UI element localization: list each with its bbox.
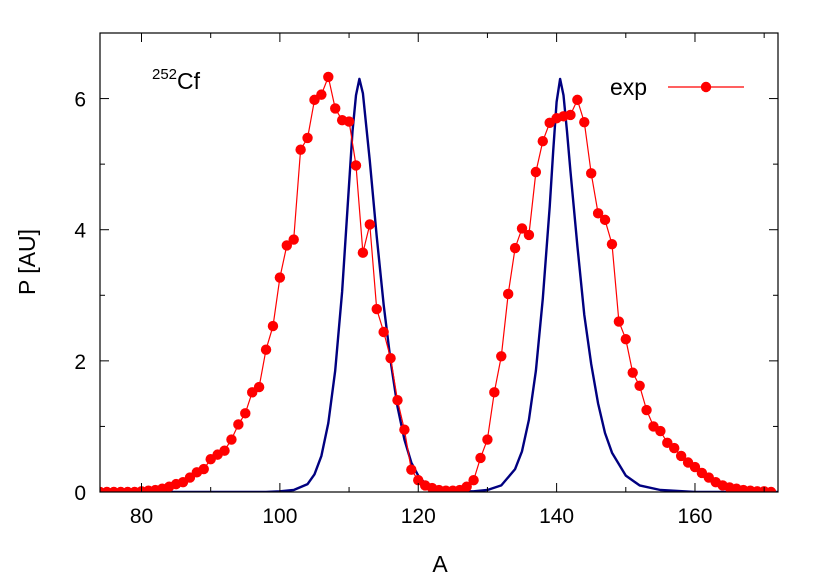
exp-point [537,135,548,147]
exp-point [620,334,631,345]
exp-point [516,223,528,234]
exp-point [198,463,209,475]
exp-point [357,247,369,258]
exp-point [274,272,286,283]
x-tick-label: 140 [539,505,574,528]
legend-label-exp: exp [610,74,647,100]
exp-point [378,326,389,338]
exp-point [233,419,244,430]
exp-point [592,208,604,219]
exp-point [627,367,638,378]
exp-point [330,103,341,114]
x-tick-label: 120 [401,505,436,528]
exp-point [343,116,355,127]
exp-point [461,481,472,492]
isotope-symbol: Cf [177,68,201,94]
ticks-layer: 80 100 120 140 160 0 2 4 6 [74,32,778,528]
exp-point [253,381,265,393]
exp-point [641,404,652,416]
series-line-2 [100,77,778,492]
x-axis-label: A [432,551,448,577]
exp-point [606,238,618,250]
y-tick-label: 0 [74,482,86,505]
exp-point [599,214,611,226]
isotope-mass-number: 252 [152,66,177,83]
exp-point [267,320,279,332]
exp-point [316,89,327,100]
exp-point [689,461,701,473]
exp-point [219,445,230,456]
x-tick-label: 80 [130,505,153,528]
exp-point [669,442,680,454]
exp-point [489,387,500,398]
exp-point [288,234,299,245]
exp-point [295,144,306,155]
y-axis-label: P [AU] [14,229,40,295]
exp-point [240,408,251,419]
exp-point [371,303,382,315]
exp-point [364,219,376,230]
exp-point [675,450,687,462]
x-tick-label: 100 [262,505,297,528]
series-layer [100,71,778,492]
series-line-exp [100,74,772,492]
exp-point [468,474,479,486]
exp-point [579,116,590,128]
exp-point [613,316,625,327]
exp-point [502,288,514,300]
legend: exp [610,74,744,100]
exp-point [586,168,597,179]
y-tick-label: 2 [74,351,86,374]
exp-point [323,71,334,83]
exp-point [482,434,493,445]
legend-swatch-marker [700,81,712,93]
exp-point [385,353,396,364]
exp-point [530,166,542,178]
exp-point [406,464,417,475]
exp-point [226,434,237,445]
exp-point [565,109,576,121]
exp-point [475,452,486,464]
plot-frame [99,32,779,493]
exp-point [655,425,666,437]
exp-point [765,486,777,492]
y-tick-label: 4 [74,220,86,243]
exp-point [399,424,410,435]
exp-point [634,380,645,391]
exp-point [509,242,521,254]
exp-point [392,395,403,406]
exp-point [350,160,362,171]
exp-point [260,344,272,355]
exp-point [523,229,535,241]
exp-point [496,351,507,362]
exp-point [281,240,292,251]
y-tick-label: 6 [74,89,86,112]
x-tick-label: 160 [677,505,712,528]
exp-point [302,132,313,144]
exp-point [572,94,583,106]
isotope-annotation: 252Cf [152,66,201,94]
